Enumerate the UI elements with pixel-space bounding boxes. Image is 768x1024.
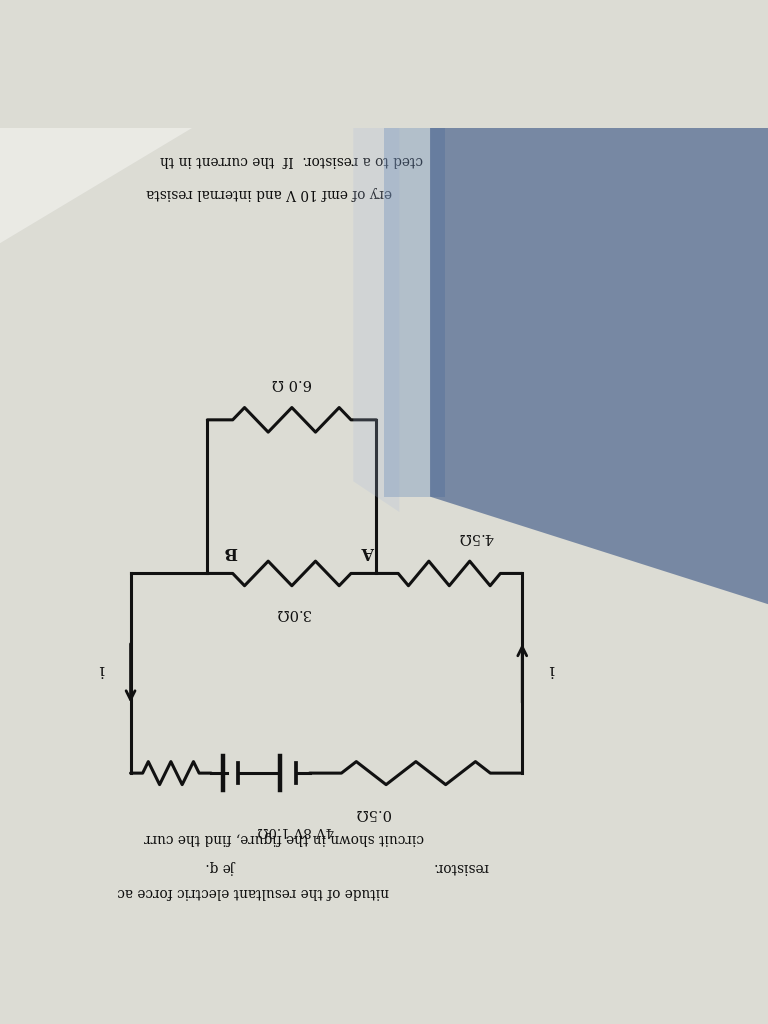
Text: A: A [362,544,375,560]
Text: 3.0Ω: 3.0Ω [274,606,310,621]
Text: nitude of the resultant electric force ac: nitude of the resultant electric force a… [118,885,389,899]
Text: 4V 8V 1.0Ω: 4V 8V 1.0Ω [257,824,334,838]
Text: je q.: je q. [208,860,237,873]
Text: i: i [548,660,554,678]
Polygon shape [430,128,768,604]
Text: ery of emf 10 V and internal resista: ery of emf 10 V and internal resista [146,186,392,201]
Text: circuit shown in the figure, find the curr: circuit shown in the figure, find the cu… [144,831,424,846]
Text: i: i [98,660,104,678]
Text: 0.5Ω: 0.5Ω [355,806,390,820]
Text: 4.5Ω: 4.5Ω [458,529,494,544]
Text: 6.0 Ω: 6.0 Ω [272,376,312,390]
Polygon shape [384,128,445,497]
Text: B: B [223,544,237,560]
Polygon shape [0,128,192,244]
Polygon shape [353,128,399,512]
Text: resistor.: resistor. [433,860,488,873]
Text: cted to a resistor.  If  the current in th: cted to a resistor. If the current in th [161,154,423,167]
